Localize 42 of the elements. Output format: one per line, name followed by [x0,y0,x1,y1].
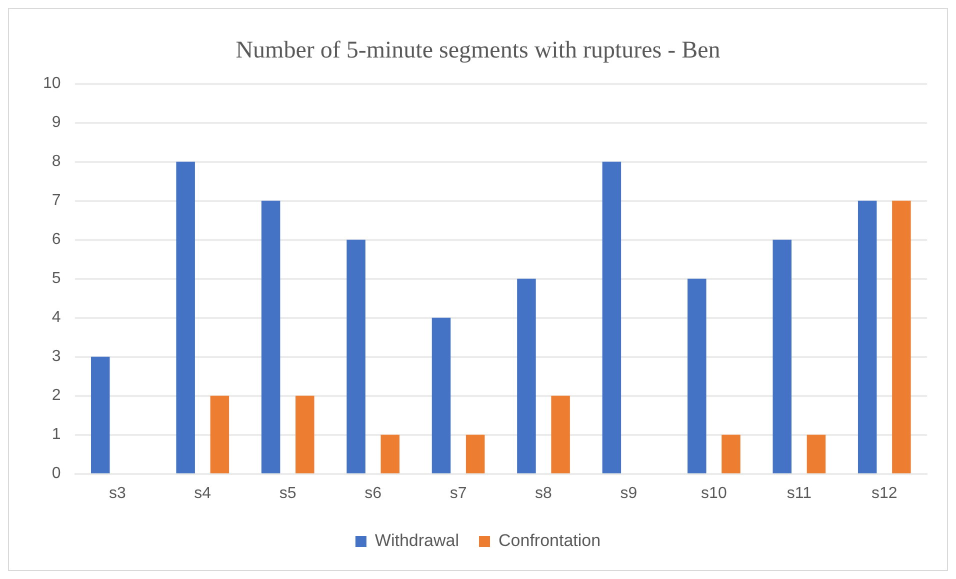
y-tick-label: 7 [52,192,61,210]
x-tick-label: s10 [701,484,727,502]
bar [892,200,911,474]
bar [602,162,622,474]
bar [551,396,570,474]
x-tick-label: s8 [535,484,552,502]
x-tick-label: s6 [364,484,382,502]
x-tick-label: s4 [194,484,212,502]
y-tick-label: 5 [52,270,61,288]
y-tick-label: 6 [52,231,61,248]
bar [380,434,400,474]
y-tick-label: 2 [52,387,61,404]
bar [90,356,110,474]
bar [858,200,877,474]
x-tick-label: s7 [450,484,467,502]
y-tick-label: 1 [52,426,61,444]
bar [806,434,826,474]
x-tick-label: s9 [620,484,638,502]
bar [432,318,451,474]
bar [772,240,792,474]
legend-label: Withdrawal [374,531,460,550]
chart-title: Number of 5-minute segments with ruptures - Ben [236,38,720,64]
bar [346,240,366,474]
x-tick-label: s5 [279,484,296,502]
y-tick-label: 9 [52,114,61,132]
bar [688,278,706,474]
bar [466,434,485,474]
bar [517,278,536,474]
x-tick-label: s12 [871,484,898,502]
y-tick-label: 10 [43,75,61,92]
bar [210,396,230,474]
x-tick-label: s3 [108,484,126,502]
bar [296,396,314,474]
bar [176,162,195,474]
y-tick-label: 8 [52,153,61,170]
x-tick-label: s11 [786,484,812,502]
bar [722,434,740,474]
bar [261,200,280,474]
y-tick-label: 3 [52,348,61,366]
legend-label: Confrontation [498,531,601,550]
y-tick-label: 0 [52,465,61,482]
y-tick-label: 4 [52,309,61,326]
